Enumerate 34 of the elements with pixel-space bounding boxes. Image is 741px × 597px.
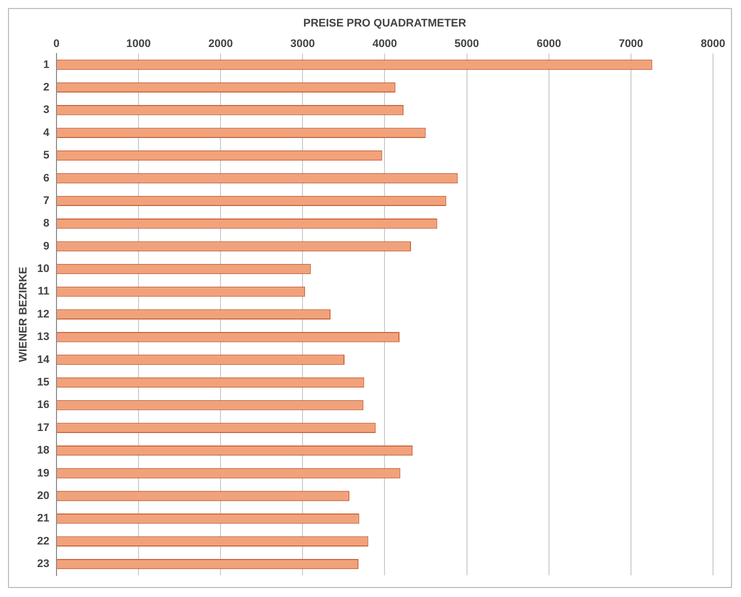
x-axis-title: PREISE PRO QUADRATMETER <box>303 18 466 30</box>
y-tick-label: 9 <box>43 240 50 252</box>
y-tick-label: 8 <box>43 218 50 230</box>
y-tick-label: 12 <box>37 308 50 320</box>
y-tick-label: 14 <box>37 354 50 366</box>
x-tick-label: 4000 <box>372 38 397 50</box>
y-tick-label: 11 <box>38 286 50 298</box>
y-tick-label: 1 <box>43 58 50 71</box>
y-tick-label: 23 <box>37 558 50 570</box>
x-tick-label: 0 <box>53 38 60 50</box>
x-tick-label: 1000 <box>126 38 151 50</box>
y-tick-label: 13 <box>37 331 50 344</box>
x-tick-label: 6000 <box>536 38 562 50</box>
y-tick-label: 15 <box>37 376 50 389</box>
y-tick-label: 22 <box>37 535 50 548</box>
y-tick-label: 18 <box>37 444 50 457</box>
y-tick-label: 6 <box>43 172 50 184</box>
x-tick-label: 5000 <box>454 38 480 50</box>
y-tick-label: 17 <box>37 422 50 434</box>
y-tick-label: 5 <box>43 150 50 162</box>
y-tick-label: 3 <box>43 104 50 116</box>
y-tick-label: 4 <box>43 126 50 139</box>
y-tick-label: 20 <box>37 490 50 502</box>
x-tick-label: 2000 <box>208 38 233 50</box>
y-tick-label: 21 <box>37 512 50 525</box>
y-tick-label: 7 <box>43 194 50 207</box>
y-axis-title: WIENER BEZIRKE <box>18 266 30 362</box>
x-tick-label: 8000 <box>700 38 726 50</box>
x-tick-label: 3000 <box>290 38 315 50</box>
y-tick-label: 16 <box>37 399 50 412</box>
x-tick-label: 7000 <box>618 38 644 50</box>
y-tick-label: 10 <box>37 263 50 276</box>
y-tick-label: 2 <box>43 81 50 94</box>
y-tick-label: 19 <box>37 467 50 480</box>
